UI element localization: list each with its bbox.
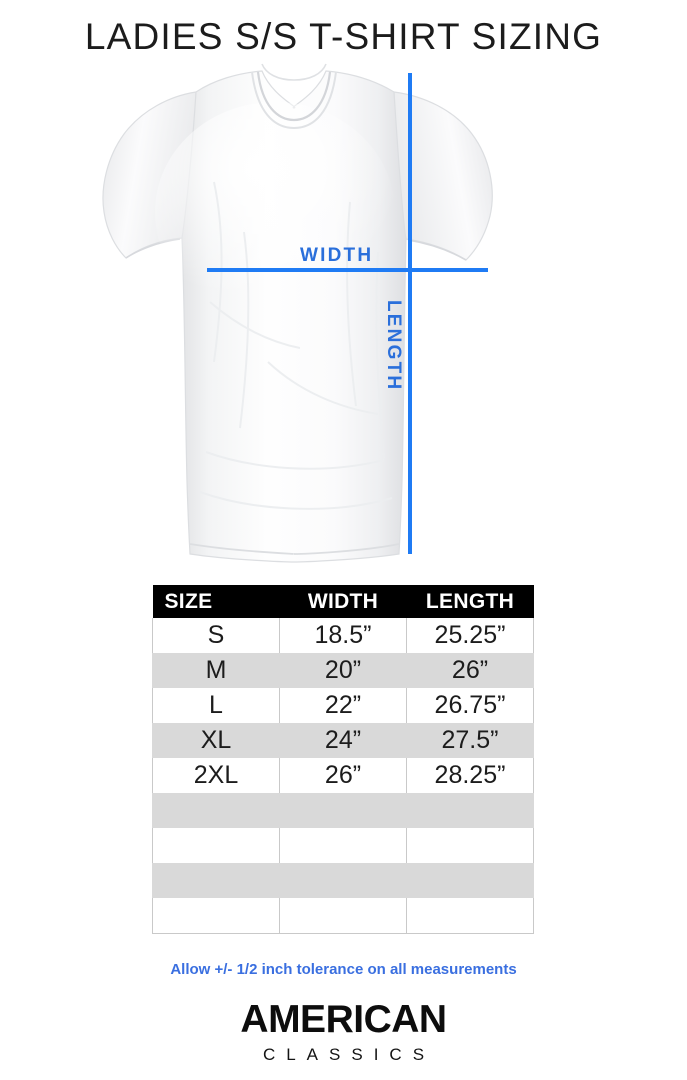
- cell-width: 20”: [279, 653, 407, 688]
- cell-size: [152, 898, 280, 934]
- table-row: M 20” 26”: [152, 653, 534, 688]
- chest-highlight: [155, 102, 395, 322]
- brand-name-primary: AMERICAN: [240, 998, 447, 1041]
- table-row-empty: [152, 898, 534, 934]
- cell-size: [152, 828, 280, 863]
- cell-length: 26.75”: [406, 688, 534, 723]
- cell-size: S: [152, 618, 280, 653]
- right-sleeve-hem: [407, 239, 467, 261]
- cell-size: L: [152, 688, 280, 723]
- cell-width: 22”: [279, 688, 407, 723]
- cell-length: [406, 898, 534, 934]
- table-row: 2XL 26” 28.25”: [152, 758, 534, 793]
- page-title: LADIES S/S T-SHIRT SIZING: [84, 16, 603, 57]
- tolerance-note: Allow +/- 1/2 inch tolerance on all meas…: [170, 961, 517, 978]
- cell-size: [152, 863, 280, 898]
- table-row: XL 24” 27.5”: [152, 723, 534, 758]
- collar-band: [261, 63, 327, 81]
- cell-length: [406, 863, 534, 898]
- table-row: L 22” 26.75”: [152, 688, 534, 723]
- cell-width: 26”: [279, 758, 407, 793]
- cell-length: 27.5”: [406, 723, 534, 758]
- neckline: [256, 71, 332, 122]
- column-header-size: SIZE: [152, 585, 280, 618]
- cell-width: [279, 863, 407, 898]
- cell-length: 25.25”: [406, 618, 534, 653]
- cell-length: 28.25”: [406, 758, 534, 793]
- tshirt-svg: [102, 63, 493, 563]
- brand-name-secondary: CLASSICS: [262, 1045, 436, 1064]
- neckline-outer: [251, 71, 337, 130]
- cell-length: [406, 793, 534, 828]
- fabric-folds: [199, 181, 393, 510]
- table-header: SIZE WIDTH LENGTH: [152, 585, 534, 618]
- cell-size: [152, 793, 280, 828]
- tshirt-illustration: [0, 62, 687, 567]
- column-header-length: LENGTH: [406, 585, 534, 618]
- right-sleeve: [393, 91, 493, 261]
- table-row: S 18.5” 25.25”: [152, 618, 534, 653]
- cell-size: XL: [152, 723, 280, 758]
- table-body: S 18.5” 25.25” M 20” 26” L 22” 26.75” XL…: [152, 618, 534, 934]
- cell-width: [279, 898, 407, 934]
- size-chart-table: SIZE WIDTH LENGTH S 18.5” 25.25” M 20” 2…: [152, 585, 534, 934]
- cell-width: [279, 828, 407, 863]
- cell-width: [279, 793, 407, 828]
- brand-logo: AMERICAN CLASSICS: [0, 1000, 687, 1063]
- table-row-empty: [152, 863, 534, 898]
- cell-size: M: [152, 653, 280, 688]
- table-header-row: SIZE WIDTH LENGTH: [152, 585, 534, 618]
- bottom-hem: [189, 543, 400, 555]
- column-header-width: WIDTH: [279, 585, 407, 618]
- table-row-empty: [152, 828, 534, 863]
- cell-width: 24”: [279, 723, 407, 758]
- cell-size: 2XL: [152, 758, 280, 793]
- table-row-empty: [152, 793, 534, 828]
- cell-length: [406, 828, 534, 863]
- cell-width: 18.5”: [279, 618, 407, 653]
- cell-length: 26”: [406, 653, 534, 688]
